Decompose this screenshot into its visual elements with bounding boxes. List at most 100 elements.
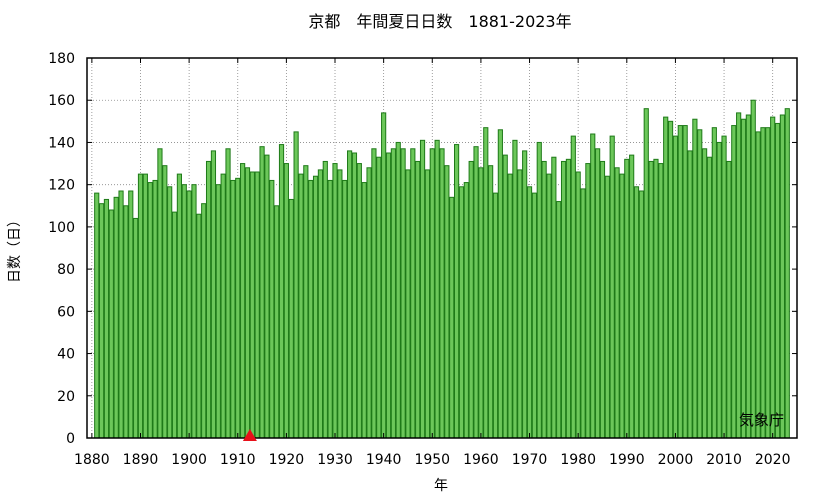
bar-1917 xyxy=(269,179,275,439)
bar-2011 xyxy=(726,160,732,439)
bar-1945 xyxy=(405,169,411,439)
bar-1942 xyxy=(390,148,396,439)
bar-1941 xyxy=(385,152,392,439)
bar-2021 xyxy=(774,122,781,439)
bar-2014 xyxy=(740,118,747,439)
bar-1964 xyxy=(497,129,503,439)
bar-1883 xyxy=(103,198,110,439)
bar-2003 xyxy=(687,150,693,439)
bar-1897 xyxy=(171,211,178,439)
x-tick-label: 1960 xyxy=(463,452,499,468)
bar-1959 xyxy=(473,146,479,439)
bar-1969 xyxy=(522,150,528,439)
bar-1905 xyxy=(210,150,217,439)
bar-1904 xyxy=(205,160,212,439)
bar-1960 xyxy=(478,167,484,439)
bar-1985 xyxy=(599,160,606,439)
bar-1903 xyxy=(201,203,207,439)
bar-1936 xyxy=(361,182,367,439)
bar-1887 xyxy=(123,205,129,439)
bar-1935 xyxy=(356,163,362,439)
bar-1990 xyxy=(624,158,630,439)
bar-1895 xyxy=(162,165,168,439)
y-tick-label: 140 xyxy=(48,135,75,151)
bar-1934 xyxy=(351,152,358,439)
bar-1968 xyxy=(517,169,523,439)
x-tick-label: 1900 xyxy=(171,452,207,468)
bar-1892 xyxy=(147,182,153,439)
chart-title: 京都 年間夏日日数 1881-2023年 xyxy=(308,12,571,31)
x-tick-label: 1940 xyxy=(366,452,402,468)
bar-1885 xyxy=(113,196,119,439)
bar-1956 xyxy=(458,186,465,439)
bar-1965 xyxy=(502,154,508,439)
bar-1993 xyxy=(638,190,644,439)
bar-1952 xyxy=(439,148,445,439)
bar-1882 xyxy=(99,203,105,439)
bar-1931 xyxy=(337,169,343,439)
bar-2019 xyxy=(765,127,771,439)
bar-1944 xyxy=(400,148,406,439)
bar-1979 xyxy=(570,135,576,439)
bar-1998 xyxy=(663,116,669,439)
bar-1949 xyxy=(424,169,431,439)
bar-1933 xyxy=(347,150,353,439)
bar-1925 xyxy=(308,179,314,439)
bar-1888 xyxy=(128,190,134,439)
y-tick-label: 80 xyxy=(57,262,75,278)
x-tick-label: 2010 xyxy=(706,452,742,468)
bar-1940 xyxy=(381,112,387,439)
bar-1929 xyxy=(327,179,333,439)
y-tick-label: 100 xyxy=(48,220,75,236)
bar-2017 xyxy=(755,131,761,439)
bar-1926 xyxy=(312,175,319,439)
bar-1996 xyxy=(653,158,659,439)
bar-1973 xyxy=(541,160,547,439)
bar-2001 xyxy=(677,125,683,439)
x-tick-label: 1880 xyxy=(74,452,110,468)
bar-1971 xyxy=(531,192,537,439)
bar-2013 xyxy=(736,112,742,439)
bar-1908 xyxy=(225,148,231,439)
bar-1991 xyxy=(629,154,635,439)
plot-frame xyxy=(86,57,798,439)
x-tick-label: 2020 xyxy=(755,452,791,468)
x-tick-label: 2000 xyxy=(658,452,694,468)
bar-1937 xyxy=(366,167,372,439)
bar-1975 xyxy=(551,156,557,439)
bar-1896 xyxy=(167,186,173,439)
bar-1881 xyxy=(94,192,100,439)
bar-1898 xyxy=(176,173,182,439)
bar-1924 xyxy=(303,165,309,439)
bar-2005 xyxy=(697,129,703,439)
bar-1913 xyxy=(249,171,255,439)
bar-1989 xyxy=(619,173,625,439)
y-tick-label: 160 xyxy=(48,93,75,109)
bar-1951 xyxy=(434,139,440,439)
bar-1978 xyxy=(565,158,572,439)
bar-1890 xyxy=(137,173,144,439)
bar-2010 xyxy=(721,135,727,439)
bar-2022 xyxy=(779,114,786,439)
bar-1963 xyxy=(492,192,499,439)
bar-1981 xyxy=(580,188,586,439)
bar-1922 xyxy=(293,131,299,439)
y-axis-label: 日数（日） xyxy=(7,213,23,283)
bar-1914 xyxy=(254,171,260,439)
bar-2000 xyxy=(672,135,679,439)
y-tick-label: 180 xyxy=(48,51,75,67)
bar-1909 xyxy=(230,179,236,439)
bar-1962 xyxy=(488,165,494,439)
bar-1999 xyxy=(667,120,674,439)
bar-1982 xyxy=(585,163,591,439)
bar-1943 xyxy=(395,141,401,439)
bar-1915 xyxy=(259,146,265,439)
bar-1927 xyxy=(317,169,324,439)
bar-1928 xyxy=(322,160,328,439)
bar-1938 xyxy=(371,148,377,439)
bar-1947 xyxy=(415,160,421,439)
bar-1974 xyxy=(546,173,552,439)
marker-triangle xyxy=(242,429,257,441)
bar-2004 xyxy=(692,118,698,439)
bar-1961 xyxy=(483,127,489,439)
